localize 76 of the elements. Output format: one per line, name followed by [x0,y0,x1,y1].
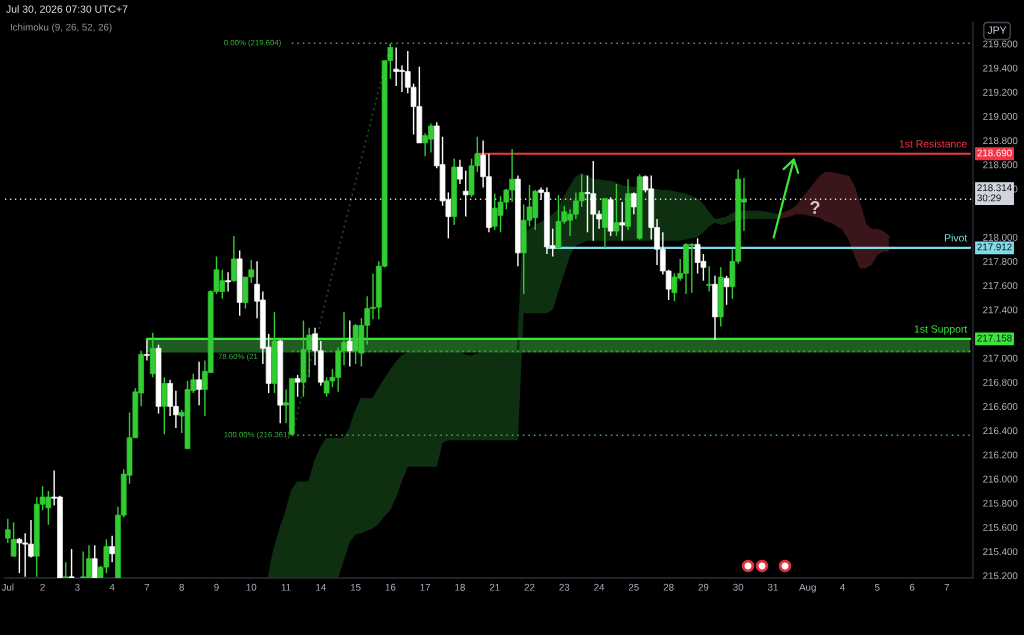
candlestick [231,235,237,283]
x-tick-label: 21 [489,583,500,591]
candlestick [91,544,98,578]
y-tick-label: 218.800 [983,137,1018,145]
x-tick-label: 25 [628,583,639,591]
x-tick-label: Aug [799,583,816,593]
y-tick-label: 217.000 [983,354,1018,362]
y-tick-label: 217.600 [983,282,1018,290]
x-tick-label: 4 [840,583,845,591]
x-tick-label: 14 [316,583,326,591]
x-tick-label: 28 [663,583,674,591]
x-tick-label: 29 [698,583,709,591]
data-label: 217.912 [977,243,1012,251]
candlestick [161,376,168,435]
candlestick [346,319,353,368]
candlestick [68,548,75,578]
y-tick-label: 219.000 [983,113,1018,120]
ref-line-label: 218.314 30:29 [977,184,1012,202]
y-tick-label: 215.400 [983,548,1018,556]
line-series [291,42,392,437]
candlestick [109,535,115,563]
annotation: ? [810,201,820,214]
y-tick-label: 219.200 [983,88,1018,96]
candlestick [457,159,463,185]
y-tick-label: 217.400 [983,306,1018,314]
x-tick-label: 23 [559,583,570,591]
x-tick-label: Jul [1,583,14,591]
x-tick-label: 24 [594,583,605,591]
y-tick-label: 215.600 [983,523,1018,531]
series-label: Pivot [944,233,968,242]
y-tick-label: 216.400 [983,427,1018,435]
data-label: 217.158 [977,334,1012,342]
x-tick-label: 16 [385,583,396,591]
series-label: 1st Support [914,325,968,335]
y-tick-label: 218.600 [983,161,1018,169]
x-tick-label: 30 [733,583,744,591]
x-tick-label: 7 [144,583,150,591]
x-tick-label: 8 [179,583,184,591]
candlestick [613,183,620,237]
x-tick-label: 3 [75,583,80,591]
y-tick-label: 216.600 [983,403,1018,410]
y-tick-label: 216.000 [983,475,1018,483]
candlestick [225,271,231,293]
y-tick-label: 218.000 [983,233,1018,241]
y-tick-label: 215.200 [983,572,1018,580]
series-label: 1st Resistance [899,139,967,148]
y-tick-label: 216.200 [983,451,1018,459]
chart-subtitle: Ichimoku (9, 26, 52, 26) [10,23,112,33]
chart-title: Jul 30, 2026 07:30 UTC+7 [6,5,128,15]
y-tick-label: 217.800 [983,258,1018,265]
x-tick-label: 11 [281,583,291,591]
candlestick [631,191,637,215]
y-tick-label: 215.800 [983,499,1018,507]
x-tick-label: 22 [524,583,535,591]
x-tick-label: 6 [909,583,915,591]
x-tick-label: 4 [109,583,115,591]
x-tick-label: 18 [455,583,465,591]
x-tick-label: 5 [874,583,880,591]
candlestick [196,360,202,406]
x-tick-label: 17 [420,583,431,591]
y-tick-label: 219.400 [983,64,1018,72]
candlestick [294,374,301,398]
x-tick-label: 31 [767,583,778,591]
x-tick-label: 7 [944,583,950,591]
x-tick-label: 15 [350,583,361,591]
candlestick [706,265,713,293]
x-tick-label: 9 [214,583,219,591]
candlestick [619,201,626,242]
y-tick-label: 219.600 [983,40,1018,48]
candlestick [723,275,730,306]
y-tick-label: 216.800 [983,378,1018,386]
x-tick-label: 2 [40,583,45,591]
data-label: 218.690 [977,149,1012,157]
candlestick [144,339,150,362]
x-tick-label: 10 [246,583,257,591]
y-axis-title: JPY [987,26,1007,34]
